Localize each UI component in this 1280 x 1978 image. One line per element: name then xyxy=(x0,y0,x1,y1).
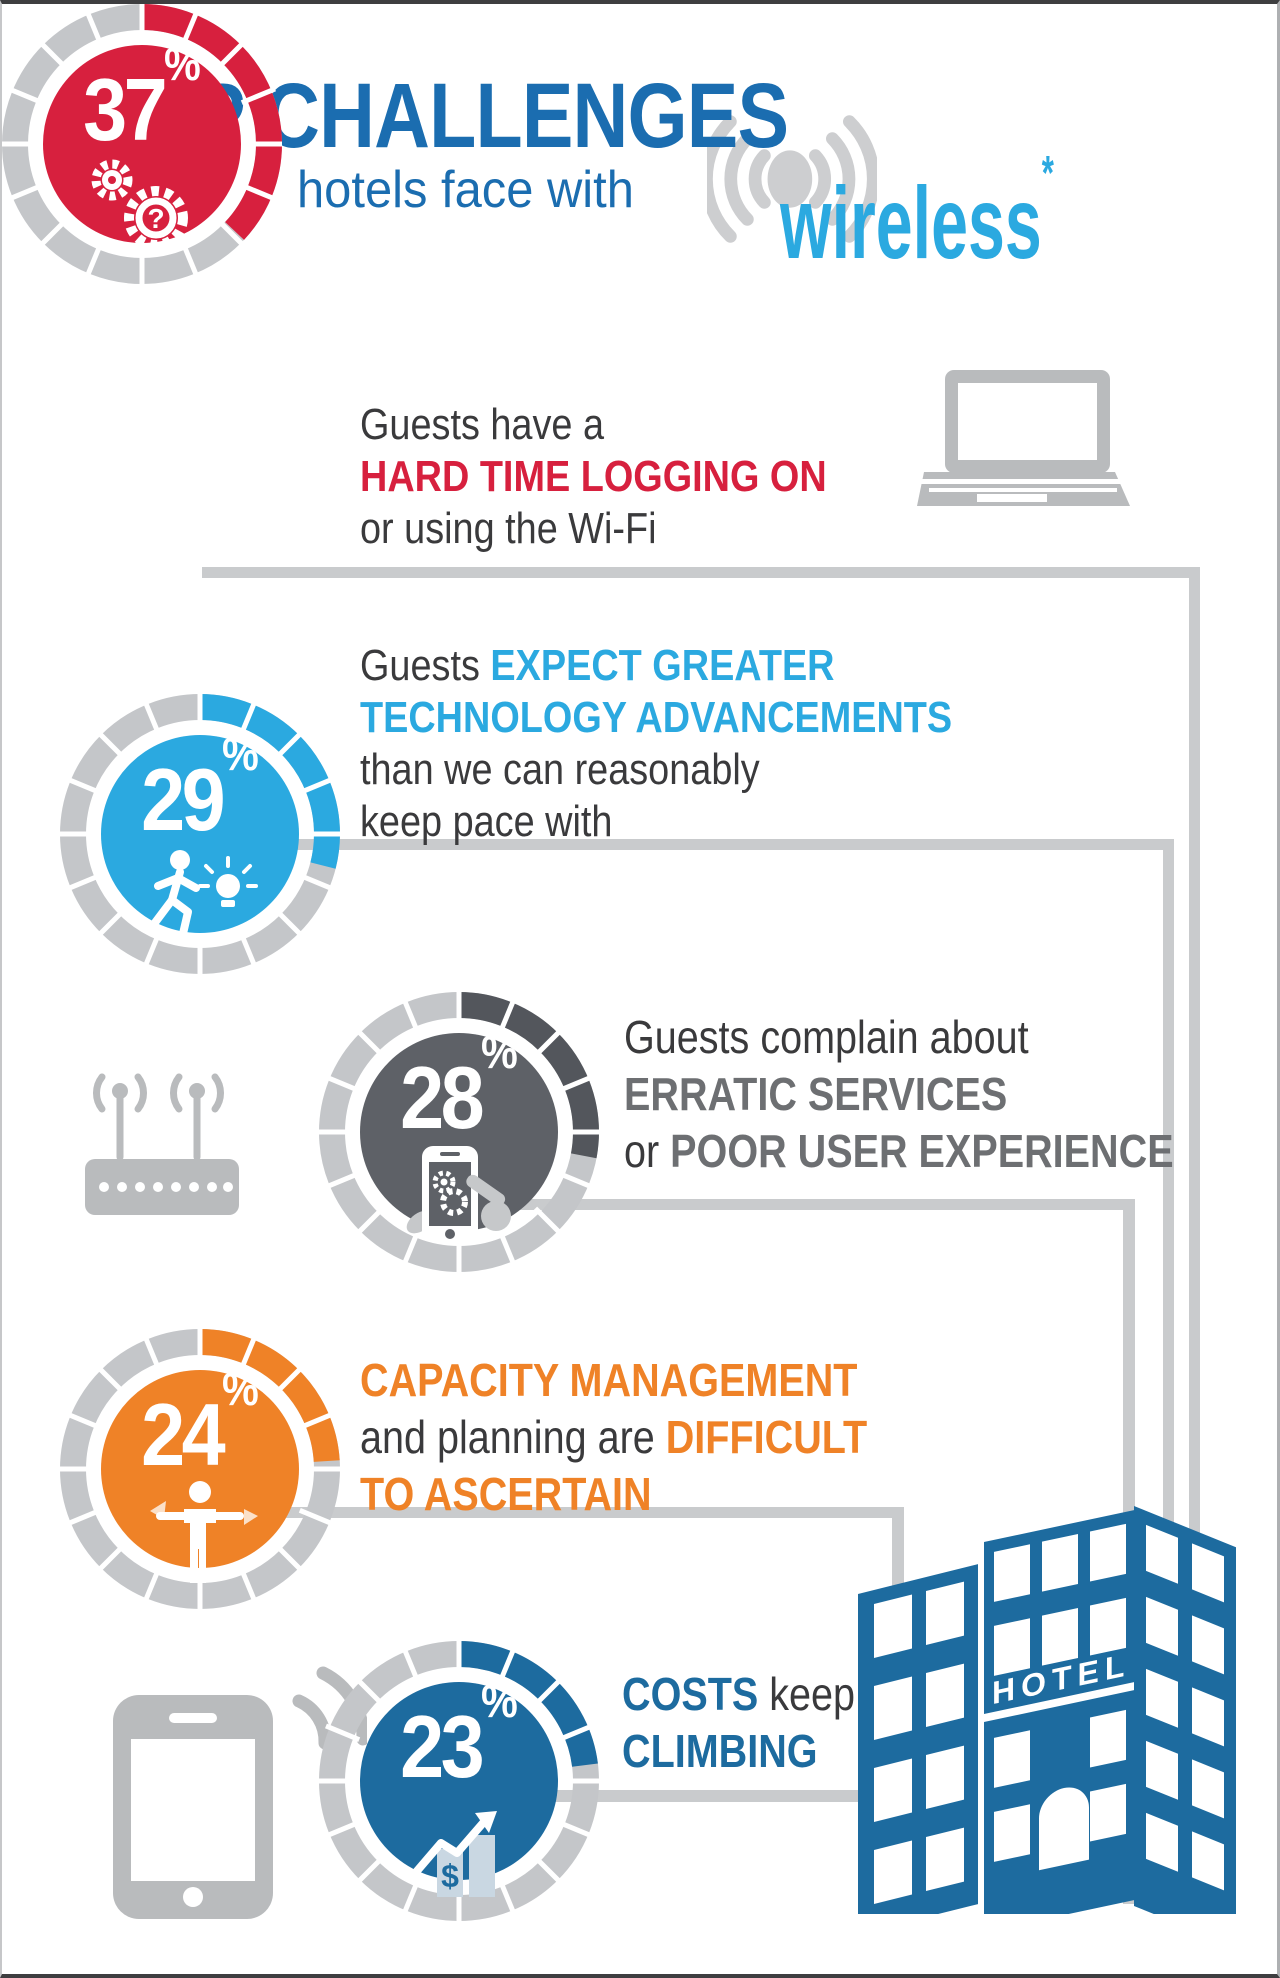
laptop-icon xyxy=(917,370,1130,506)
connector-line-2 xyxy=(202,839,1174,850)
svg-text:$: $ xyxy=(441,1858,459,1894)
stat-circle-28: 28% xyxy=(319,992,599,1272)
stat-circle-37: 37% ? xyxy=(2,4,282,284)
percentage-label: 23% xyxy=(400,1674,518,1796)
stat-description-5: COSTS keep CLIMBING xyxy=(622,1668,856,1777)
svg-text:?: ? xyxy=(147,203,164,234)
wireless-signal-icon xyxy=(707,115,877,243)
title-asterisk: * xyxy=(1041,147,1054,200)
percentage-label: 24% xyxy=(141,1362,259,1484)
connector-line-1-v xyxy=(1189,567,1200,1904)
gears-question-icon: ? xyxy=(91,159,188,250)
stat-circle-24: 24% xyxy=(60,1329,340,1609)
page-subtitle: hotels face with xyxy=(297,161,634,219)
runner-idea-icon xyxy=(150,850,258,942)
wifi-router-icon xyxy=(85,1073,239,1215)
person-arrows-icon xyxy=(150,1481,258,1583)
hotel-building-icon: HOTEL xyxy=(858,1506,1236,1914)
connector-line-2-v xyxy=(1163,839,1174,1904)
stat-description-2: Guests EXPECT GREATER TECHNOLOGY ADVANCE… xyxy=(360,641,953,846)
connector-line-5 xyxy=(462,1790,882,1802)
stat-circle-29: 29% xyxy=(60,694,340,974)
stat-description-3: Guests complain about ERRATIC SERVICES o… xyxy=(624,1011,1174,1177)
stat-description-1: Guests have a HARD TIME LOGGING ON or us… xyxy=(360,400,827,553)
stat-description-4: CAPACITY MANAGEMENT and planning are DIF… xyxy=(360,1354,868,1520)
rising-costs-icon: $ xyxy=(413,1811,497,1897)
percentage-label: 29% xyxy=(141,727,259,849)
stat-circle-23: 23% $ xyxy=(319,1641,599,1921)
connector-line-1 xyxy=(202,567,1200,578)
percentage-label: 28% xyxy=(400,1025,518,1147)
phone-gears-hand-icon xyxy=(406,1146,511,1242)
connector-line-3 xyxy=(462,1199,1135,1210)
percentage-label: 37% xyxy=(83,37,201,159)
title-highlight: wireless* xyxy=(780,147,1054,280)
smartphone-signal-icon xyxy=(113,1666,367,1919)
connector-line-4 xyxy=(202,1507,904,1518)
